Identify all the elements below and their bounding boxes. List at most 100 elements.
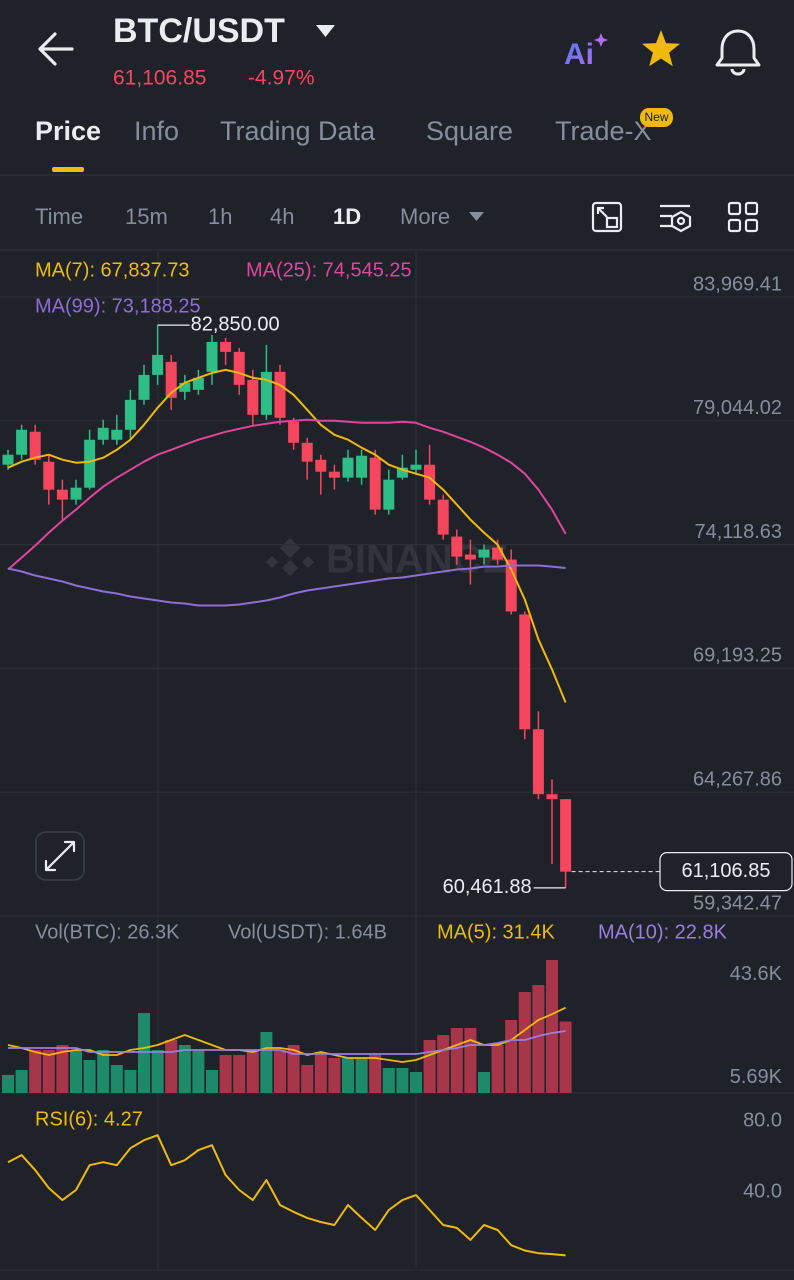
ma-line	[7, 1134, 566, 1257]
price-change: -4.97%	[248, 67, 315, 90]
interval[interactable]: 1D	[333, 204, 361, 229]
pair-title[interactable]: BTC/USDT	[113, 12, 285, 50]
pair-dropdown[interactable]	[316, 25, 335, 37]
candle-body	[342, 457, 354, 478]
volume-bar	[219, 1055, 232, 1093]
tool-dot	[676, 216, 686, 226]
ma-line	[7, 564, 566, 607]
volume-bar	[151, 1050, 164, 1093]
interval[interactable]: More	[400, 204, 450, 229]
volume-bar	[505, 1020, 518, 1093]
interval[interactable]: 4h	[270, 204, 294, 229]
candle-body	[206, 341, 218, 372]
candle-body	[424, 464, 436, 500]
tab[interactable]: Trading Data	[220, 116, 376, 146]
volume-bar	[396, 1068, 409, 1093]
volume-bar	[314, 1055, 327, 1093]
candle-body	[260, 371, 272, 415]
interval[interactable]: Time	[35, 204, 83, 229]
tab[interactable]: Square	[426, 116, 513, 146]
volume-bar	[450, 1028, 463, 1093]
candle-body	[410, 464, 422, 470]
candle-body	[288, 421, 300, 443]
tool-cell	[744, 201, 759, 216]
watermark-logo	[266, 538, 314, 586]
volume-bar	[97, 1050, 110, 1093]
tab[interactable]: Trade-X	[555, 116, 652, 146]
volume-bar	[56, 1045, 69, 1093]
legend-item: RSI(6): 4.27	[35, 1108, 143, 1130]
back-button[interactable]	[38, 32, 74, 66]
interval[interactable]: 15m	[125, 204, 168, 229]
tool-arrow	[596, 206, 608, 218]
candle-body	[451, 536, 463, 557]
volume-bar	[369, 1055, 382, 1093]
volume-bar	[233, 1055, 246, 1093]
volume-bar	[138, 1013, 150, 1093]
volume-bar	[518, 992, 531, 1093]
volume-bar	[178, 1045, 191, 1093]
candle-body	[328, 471, 340, 478]
tool-box	[605, 216, 619, 229]
bell-clapper	[730, 68, 746, 76]
candle-body	[233, 351, 245, 385]
new-badge	[640, 108, 673, 127]
volume-bar	[42, 1050, 55, 1093]
new-badge-text: New	[644, 110, 668, 124]
tab-bar: Price Info Trading Data Square Trade-X	[35, 116, 652, 146]
tool-hex	[670, 210, 692, 233]
y-tick-label: 79,044.02	[693, 397, 782, 419]
tab[interactable]: Info	[134, 116, 179, 146]
volume-bar	[2, 1075, 14, 1093]
candle-body	[124, 399, 136, 430]
fullscreen-tool[interactable]	[591, 201, 623, 233]
ma-line	[7, 1006, 566, 1063]
layout-tool[interactable]	[727, 201, 759, 233]
y-tick-label: 5.69K	[730, 1066, 783, 1088]
indicator-tool[interactable]	[660, 204, 692, 233]
favorite-button[interactable]	[642, 30, 680, 67]
y-tick-label: 59,342.47	[693, 892, 782, 914]
candle-body	[464, 554, 476, 560]
y-tick-label: 80.0	[743, 1110, 782, 1132]
interval[interactable]: 1h	[208, 204, 232, 229]
last-price-tag	[659, 852, 793, 892]
bell-icon	[715, 29, 761, 67]
chart-area: 83,969.41 79,044.02 74,118.63 69,193.25 64,2…	[0, 259, 794, 1257]
volume-bar	[423, 1040, 436, 1093]
candle-body	[179, 382, 191, 392]
ma-line	[7, 418, 567, 571]
volume-bar	[83, 1060, 96, 1093]
notification-button[interactable]	[715, 29, 761, 76]
tab[interactable]: Price	[35, 116, 101, 146]
volume-bar	[206, 1070, 218, 1093]
volume-bar	[410, 1072, 422, 1093]
tool-lines	[660, 204, 690, 228]
candle-body	[383, 479, 395, 510]
candle-body	[138, 374, 150, 400]
candle-body	[560, 799, 572, 872]
expand-button[interactable]	[35, 831, 85, 881]
candle-body	[478, 549, 490, 558]
y-tick-label: 69,193.25	[693, 645, 782, 667]
volume-bar	[274, 1050, 286, 1093]
legend-item: Vol(BTC): 26.3K	[35, 921, 180, 943]
ai-button[interactable]: Ai	[564, 38, 594, 71]
candle-body	[84, 439, 96, 488]
legend-item: MA(99): 73,188.25	[35, 295, 201, 317]
volume-bar	[29, 1050, 42, 1093]
volume-bar	[355, 1058, 368, 1093]
y-tick-label: 40.0	[743, 1180, 782, 1202]
y-tick-label: 43.6K	[730, 963, 783, 985]
expand-icon	[44, 840, 76, 872]
volume-bar	[15, 1070, 28, 1093]
candle-body	[532, 729, 544, 795]
volume-bar	[532, 985, 545, 1093]
candle-body	[369, 457, 381, 510]
more-dropdown[interactable]	[469, 212, 484, 221]
candle-body	[165, 361, 177, 398]
ma-line	[8, 1030, 566, 1055]
volume-bar	[328, 1058, 341, 1093]
tool-cell	[744, 218, 759, 233]
